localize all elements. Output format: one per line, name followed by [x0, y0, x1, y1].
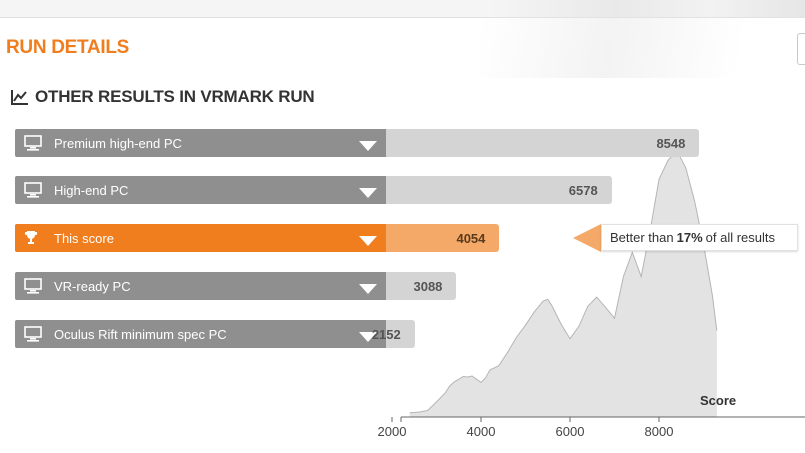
result-row-name: VR-ready PC — [54, 279, 131, 294]
result-row-label[interactable]: This score — [15, 224, 386, 252]
background-texture — [480, 18, 805, 78]
distribution-line — [409, 149, 718, 414]
result-row-name: Premium high-end PC — [54, 136, 182, 151]
distribution-area — [409, 150, 717, 418]
x-tick-label: 8000 — [644, 424, 674, 439]
line-chart-icon — [11, 90, 28, 105]
chevron-down-icon[interactable] — [359, 186, 377, 201]
result-bar — [386, 272, 457, 300]
tooltip-suffix: of all results — [705, 230, 776, 245]
chevron-down-icon[interactable] — [359, 330, 377, 345]
x-axis-label: Score — [700, 393, 737, 408]
result-bar — [386, 224, 500, 252]
x-tick-label: 4000 — [466, 424, 496, 439]
result-bar — [386, 176, 612, 204]
top-banner-strip — [0, 0, 805, 18]
result-row-label[interactable]: VR-ready PC — [15, 272, 386, 300]
trophy-icon — [24, 230, 38, 249]
chevron-down-icon[interactable] — [359, 234, 377, 249]
tooltip-arrow — [573, 224, 601, 252]
rows-panel — [0, 117, 387, 417]
result-row-label[interactable]: Oculus Rift minimum spec PC — [15, 320, 386, 348]
chevron-down-icon[interactable] — [359, 282, 377, 297]
tooltip-percent: 17% — [676, 230, 703, 245]
monitor-icon — [24, 135, 42, 154]
tooltip-prefix: Better than — [610, 230, 674, 245]
result-bar — [386, 129, 700, 157]
result-bar — [386, 320, 415, 348]
result-value: 3088 — [413, 279, 443, 294]
result-row-name: High-end PC — [54, 183, 129, 198]
x-tick-label: 6000 — [555, 424, 585, 439]
side-control[interactable] — [797, 33, 805, 65]
monitor-icon — [24, 278, 42, 297]
monitor-icon — [24, 182, 42, 201]
monitor-icon — [24, 326, 42, 345]
result-row-label[interactable]: Premium high-end PC — [15, 129, 386, 157]
result-value: 4054 — [456, 231, 486, 246]
section-title: OTHER RESULTS IN VRMARK RUN — [35, 87, 315, 106]
result-value: 6578 — [568, 183, 598, 198]
chevron-down-icon[interactable] — [359, 139, 377, 154]
result-value: 2152 — [371, 327, 401, 342]
x-tick-label: 2000 — [377, 424, 407, 439]
page-title: RUN DETAILS — [6, 37, 130, 58]
result-value: 8548 — [656, 136, 686, 151]
percentile-tooltip: Better than 17% of all results — [601, 224, 798, 251]
result-row-label[interactable]: High-end PC — [15, 176, 386, 204]
result-row-name: This score — [54, 231, 114, 246]
result-row-name: Oculus Rift minimum spec PC — [54, 327, 227, 342]
section-header: OTHER RESULTS IN VRMARK RUN — [11, 86, 315, 108]
